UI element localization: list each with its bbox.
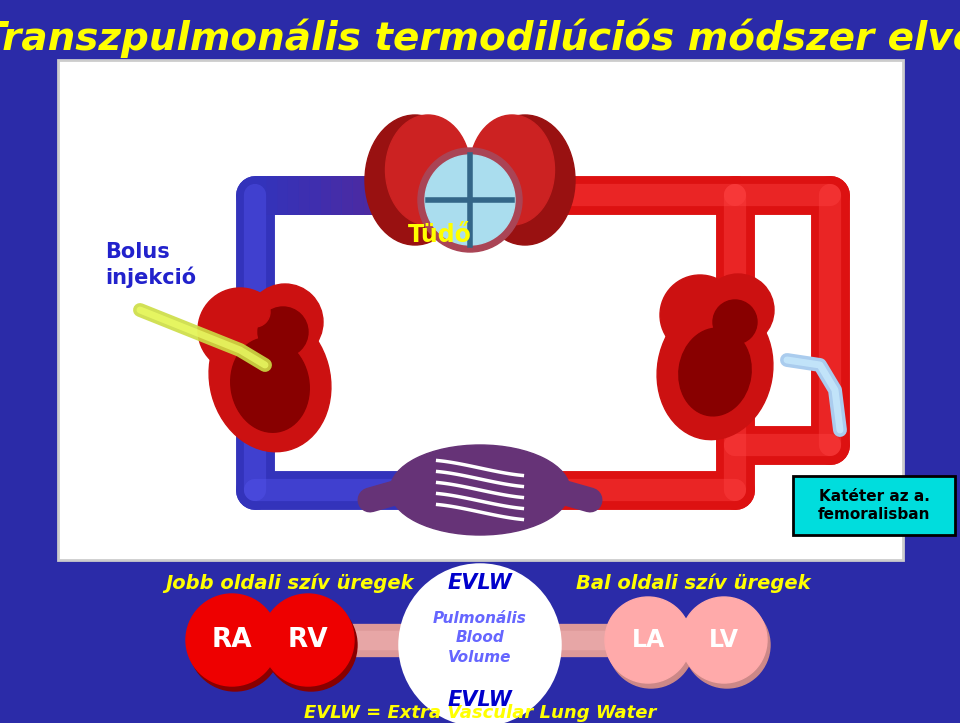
- Circle shape: [660, 275, 740, 355]
- Circle shape: [608, 602, 694, 688]
- Text: Katéter az a.
femoralisban: Katéter az a. femoralisban: [818, 489, 930, 522]
- Circle shape: [262, 594, 354, 686]
- Text: Bal oldali szív üregek: Bal oldali szív üregek: [576, 573, 810, 593]
- Text: EVLW = Extra Vascular Lung Water: EVLW = Extra Vascular Lung Water: [303, 704, 657, 722]
- Text: RV: RV: [288, 627, 328, 653]
- Circle shape: [713, 300, 757, 344]
- Text: Tüdő: Tüdő: [408, 223, 472, 247]
- Text: EVLW: EVLW: [447, 690, 513, 710]
- Circle shape: [418, 148, 522, 252]
- Text: Bolus
injekció: Bolus injekció: [105, 242, 196, 288]
- Text: Pulmonális
Blood
Volume: Pulmonális Blood Volume: [433, 611, 527, 665]
- Circle shape: [702, 274, 774, 346]
- Ellipse shape: [469, 115, 555, 225]
- Circle shape: [189, 599, 281, 691]
- FancyBboxPatch shape: [58, 60, 903, 560]
- Circle shape: [605, 597, 691, 683]
- Ellipse shape: [230, 338, 309, 432]
- Circle shape: [684, 602, 770, 688]
- FancyBboxPatch shape: [793, 476, 955, 535]
- Ellipse shape: [209, 308, 331, 452]
- Circle shape: [198, 288, 282, 372]
- Circle shape: [681, 597, 767, 683]
- Text: LA: LA: [632, 628, 664, 652]
- Circle shape: [186, 594, 278, 686]
- Text: EVLW: EVLW: [447, 573, 513, 593]
- Ellipse shape: [679, 328, 751, 416]
- Circle shape: [400, 565, 560, 723]
- Text: Jobb oldali szív üregek: Jobb oldali szív üregek: [166, 573, 415, 593]
- Circle shape: [258, 307, 308, 357]
- Circle shape: [425, 155, 515, 245]
- Ellipse shape: [386, 115, 470, 225]
- Circle shape: [240, 297, 270, 327]
- Ellipse shape: [475, 115, 575, 245]
- Ellipse shape: [657, 300, 773, 440]
- Ellipse shape: [365, 115, 465, 245]
- Circle shape: [265, 599, 357, 691]
- Text: Transzpulmonális termodilúciós módszer elve: Transzpulmonális termodilúciós módszer e…: [0, 18, 960, 58]
- Ellipse shape: [390, 445, 570, 535]
- Text: RA: RA: [212, 627, 252, 653]
- Text: LV: LV: [709, 628, 739, 652]
- Circle shape: [247, 284, 323, 360]
